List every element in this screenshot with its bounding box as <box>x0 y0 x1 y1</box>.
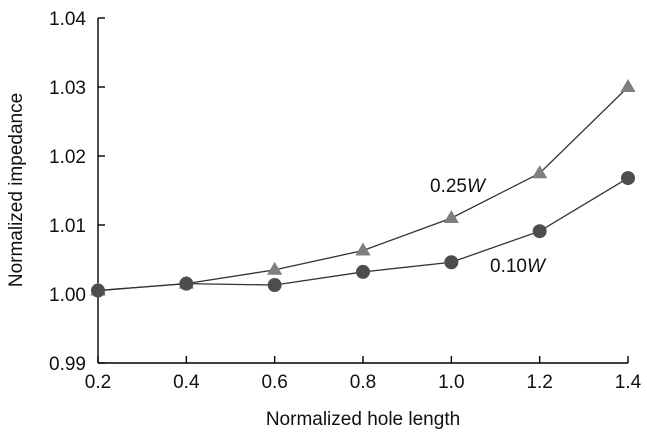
x-tick-label: 0.2 <box>85 372 111 393</box>
data-point <box>621 171 635 186</box>
y-tick-label: 1.03 <box>49 78 86 99</box>
x-tick-label: 0.6 <box>261 372 287 393</box>
series-line-0-25w <box>97 86 629 292</box>
x-tick-label: 0.8 <box>350 372 376 393</box>
data-point <box>355 242 371 256</box>
x-tick-label: 1.2 <box>526 372 552 393</box>
series-label-0-10w-unit: W <box>527 256 547 277</box>
y-tick-label: 1.01 <box>49 216 86 237</box>
data-point <box>532 224 547 239</box>
data-point <box>267 278 282 293</box>
data-point <box>443 210 459 224</box>
data-point <box>91 283 105 298</box>
x-tick-label: 0.4 <box>173 372 200 393</box>
y-tick-label: 1.04 <box>49 9 86 30</box>
x-ticks: 0.2 0.4 0.6 0.8 1.0 1.2 1.4 <box>85 356 642 393</box>
series-label-0-25w-unit: W <box>467 176 487 197</box>
series-0-25w <box>90 79 636 296</box>
data-point <box>356 264 370 279</box>
data-point <box>179 276 194 291</box>
series-0-10w <box>91 171 635 298</box>
x-tick-label: 1.0 <box>438 372 464 393</box>
y-tick-label: 1.02 <box>49 147 86 168</box>
x-axis-title: Normalized hole length <box>266 409 460 430</box>
y-tick-label: 0.99 <box>49 354 86 375</box>
x-tick-label: 1.4 <box>615 372 642 393</box>
series-label-0-10w-prefix: 0.10 <box>490 256 527 277</box>
series-label-0-25w-prefix: 0.25 <box>430 176 467 197</box>
series-label-0-25w: 0.25W <box>430 176 487 197</box>
data-point <box>532 165 548 179</box>
y-tick-label: 1.00 <box>49 285 86 306</box>
y-ticks: 0.99 1.00 1.01 1.02 1.03 1.04 <box>49 9 105 375</box>
axes <box>97 18 628 364</box>
y-axis-title: Normalized impedance <box>6 93 27 287</box>
series-label-0-10w: 0.10W <box>490 256 547 277</box>
data-point <box>444 255 459 270</box>
data-point <box>620 79 636 92</box>
series-layer <box>90 79 636 298</box>
data-point <box>267 261 283 275</box>
